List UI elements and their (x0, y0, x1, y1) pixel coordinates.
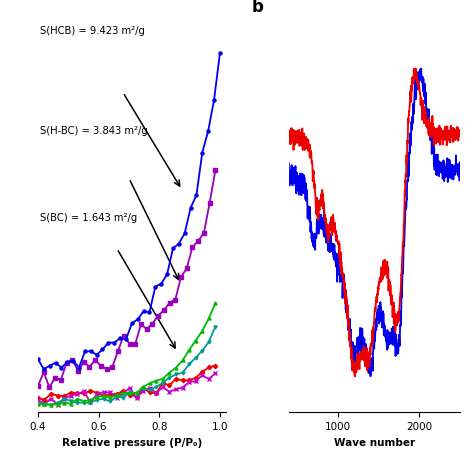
X-axis label: Wave number: Wave number (334, 438, 415, 447)
Text: S(H-BC) = 3.843 m²/g: S(H-BC) = 3.843 m²/g (40, 126, 147, 136)
Text: S(BC) = 1.643 m²/g: S(BC) = 1.643 m²/g (40, 213, 137, 223)
X-axis label: Relative pressure (P/P₀): Relative pressure (P/P₀) (62, 438, 202, 447)
Text: S(HCB) = 9.423 m²/g: S(HCB) = 9.423 m²/g (40, 26, 145, 36)
Text: b: b (251, 0, 263, 16)
